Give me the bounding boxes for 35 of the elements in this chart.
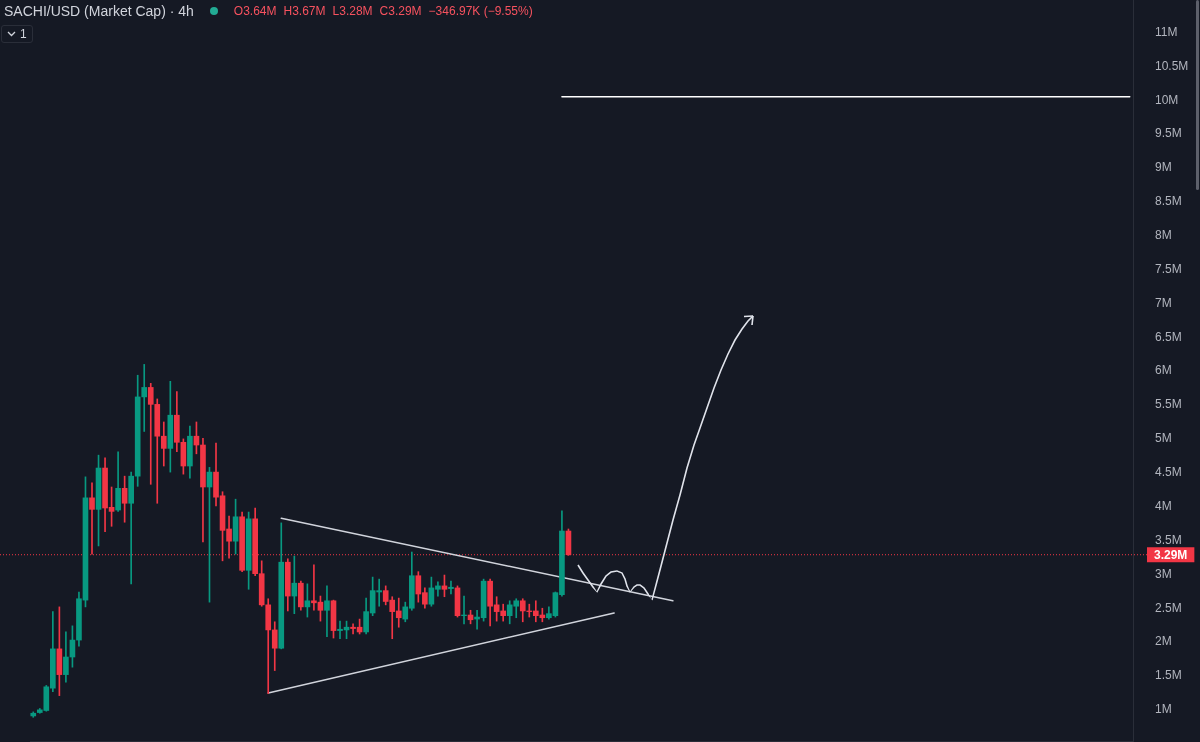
y-tick-label: 1.5M bbox=[1155, 668, 1182, 683]
chart-title: SACHI/USD (Market Cap) · 4h bbox=[4, 3, 194, 19]
y-tick-label: 5.5M bbox=[1155, 397, 1182, 412]
y-tick-label: 4M bbox=[1155, 498, 1172, 513]
y-tick-label: 5M bbox=[1155, 431, 1172, 446]
ref-line-label: 3.29M bbox=[1154, 547, 1188, 562]
candlestick bbox=[291, 555, 298, 614]
candlestick bbox=[128, 471, 134, 585]
y-tick-label: 10M bbox=[1155, 92, 1179, 107]
y-tick-label: 6.5M bbox=[1155, 329, 1182, 344]
y-tick-label: 11M bbox=[1155, 24, 1178, 39]
annotation: L3.28M bbox=[332, 4, 373, 18]
y-tick-label: 9M bbox=[1155, 160, 1172, 175]
y-tick-label: 4.5M bbox=[1155, 465, 1182, 480]
y-tick-label: 7M bbox=[1155, 295, 1172, 310]
y-tick-label: 10.5M bbox=[1155, 58, 1189, 73]
annotation: H3.67M bbox=[283, 4, 326, 18]
annotation: O3.64M bbox=[233, 4, 277, 18]
candlestick bbox=[448, 580, 454, 595]
candlestick bbox=[324, 585, 330, 638]
y-tick-label: 1M bbox=[1155, 702, 1172, 717]
y-tick-label: 9.5M bbox=[1155, 126, 1182, 141]
candlestick bbox=[89, 482, 95, 555]
annotation: −346.97K (−9.55%) bbox=[428, 4, 533, 18]
y-tick-label: 2.5M bbox=[1155, 600, 1182, 615]
y-tick-label: 8.5M bbox=[1155, 194, 1182, 209]
y-tick-label: 7.5M bbox=[1155, 261, 1182, 276]
candlestick bbox=[141, 364, 148, 432]
y-tick-label: 8M bbox=[1155, 228, 1172, 243]
y-tick-label: 3M bbox=[1155, 566, 1172, 581]
y-tick-label: 2M bbox=[1155, 634, 1172, 649]
y-tick-label: 6M bbox=[1155, 363, 1172, 378]
y-tick-label: 3.5M bbox=[1155, 532, 1182, 547]
collapse-button[interactable]: 1 bbox=[1, 25, 33, 43]
annotation: C3.29M bbox=[379, 4, 422, 18]
